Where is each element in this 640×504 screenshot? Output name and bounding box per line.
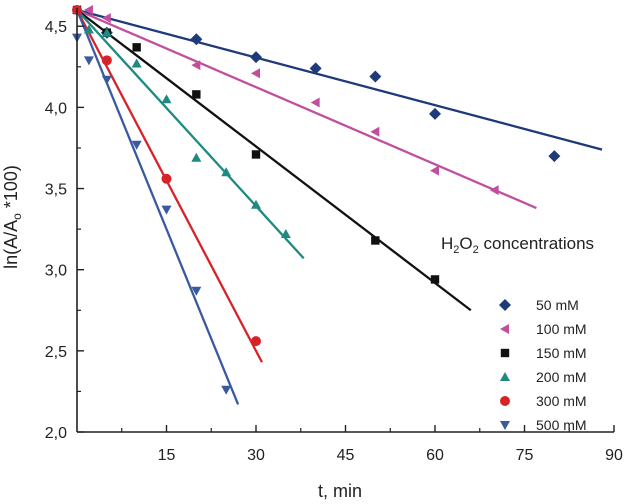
fit-line-300-mm [75,9,263,363]
data-point-200-mm [83,24,94,34]
data-point-500-mm [131,140,142,150]
data-point-200-mm [191,152,202,162]
legend: H2O2 concentrations 50 mM 100 mM 150 mM 200… [441,234,594,433]
legend-marker-150-mm [500,348,510,358]
x-tick-label: 75 [516,447,534,464]
data-point-100-mm [83,5,93,15]
fit-line-200-mm [76,9,305,260]
data-point-100-mm [101,13,111,24]
data-point-200-mm [161,94,172,104]
x-tick-label: 60 [426,447,444,464]
fit-line-50-mm [76,8,603,151]
legend-title: H2O2 concentrations [441,234,594,256]
legend-label-150-mm: 150 mM [536,345,587,361]
fit-line-150-mm [76,9,472,312]
y-tick-label: 3,0 [45,263,67,280]
fit-line-100-mm [76,8,537,210]
legend-marker-100-mm [500,324,509,334]
data-point-300-mm [161,173,172,184]
data-point-300-mm [251,336,261,347]
data-point-50-mm [190,33,203,46]
data-point-500-mm [221,385,232,395]
legend-marker-500-mm [500,421,510,430]
data-point-50-mm [429,107,441,120]
legend-label-200-mm: 200 mM [536,369,587,385]
legend-label-500-mm: 500 mM [536,417,587,433]
data-point-500-mm [191,286,202,296]
data-point-100-mm [430,165,439,176]
data-point-50-mm [250,51,262,64]
y-tick-label: 3,5 [45,182,67,199]
x-axis-title: t, min [318,481,362,501]
legend-marker-300-mm [500,396,510,406]
y-tick-label: 4,5 [45,19,67,36]
data-point-200-mm [251,199,261,209]
fit-line-500-mm [75,9,240,405]
data-point-150-mm [430,275,440,284]
data-point-100-mm [191,60,201,71]
legend-marker-200-mm [500,372,510,381]
data-point-200-mm [101,27,112,37]
data-point-100-mm [251,68,260,79]
y-tick-label: 2,0 [45,425,67,442]
legend-marker-50-mm [499,299,511,311]
legend-label-100-mm: 100 mM [536,321,587,337]
data-point-200-mm [131,58,142,68]
x-tick-label: 15 [158,447,176,464]
data-point-150-mm [192,90,201,99]
data-point-500-mm [101,75,112,85]
legend-label-300-mm: 300 mM [536,393,587,409]
data-point-100-mm [310,97,320,108]
legend-label-50-mm: 50 mM [536,297,579,313]
data-point-200-mm [221,167,232,177]
data-point-500-mm [161,205,172,215]
x-tick-label: 90 [605,447,623,464]
data-point-150-mm [251,150,261,159]
x-tick-label: 45 [337,447,355,464]
data-point-100-mm [489,185,499,196]
x-tick-label: 30 [247,447,265,464]
axes: 15 30 45 60 75 90 2,0 2,5 3,0 3,5 4,0 4,5 [45,8,623,464]
data-point-300-mm [101,55,112,66]
data-point-50-mm [369,70,382,83]
data-point-50-mm [548,150,561,163]
data-point-200-mm [280,228,291,238]
data-point-100-mm [370,126,380,137]
data-point-150-mm [132,43,141,52]
y-tick-label: 4,0 [45,100,67,117]
data-point-500-mm [83,56,94,66]
y-tick-label: 2,5 [45,344,67,361]
y-axis-title: ln(A/Ao *100) [1,165,24,269]
data-point-50-mm [309,62,322,75]
plot-area [72,5,603,405]
data-point-150-mm [371,236,380,245]
